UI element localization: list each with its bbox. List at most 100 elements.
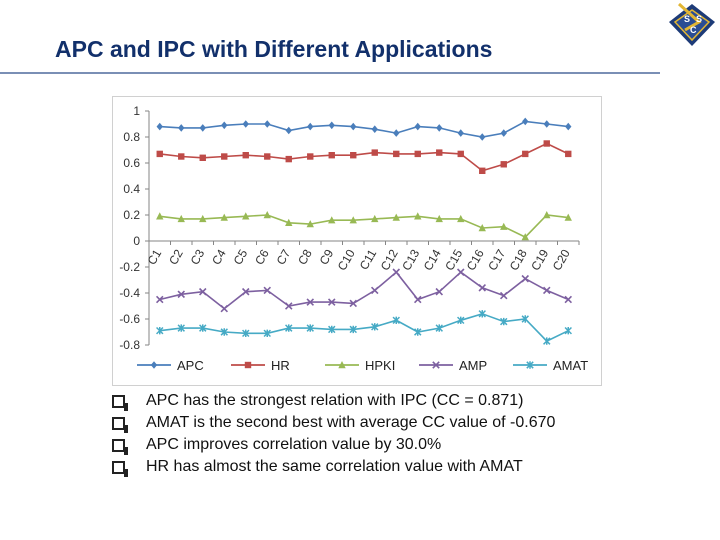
logo-letter: C [690, 25, 697, 35]
data-point [221, 121, 228, 130]
data-point [220, 328, 228, 336]
x-tick-label: C16 [464, 247, 487, 273]
data-point [178, 153, 185, 160]
bullet-item: AMAT is the second best with average CC … [112, 412, 652, 434]
data-point [564, 326, 572, 335]
data-point [392, 213, 400, 221]
data-point [307, 153, 314, 160]
data-point [199, 154, 206, 161]
x-tick-label: C14 [421, 247, 444, 273]
data-point [500, 129, 507, 137]
correlation-chart: 1 0.8 0.6 0.4 0.2 0 -0.2 -0.4 -0.6 -0.8 C1 C2 C3 C4 C5… [112, 96, 602, 386]
x-tick-label: C9 [317, 247, 337, 268]
series-line [159, 142, 569, 172]
line-chart: 1 0.8 0.6 0.4 0.2 0 -0.2 -0.4 -0.6 -0.8 C1 C2 C3 C4 C5… [119, 104, 588, 373]
data-point [371, 149, 378, 156]
data-point [198, 287, 207, 296]
x-tick-label: C2 [166, 247, 186, 268]
data-point [285, 155, 292, 163]
data-point [156, 326, 164, 335]
data-point [543, 337, 551, 345]
bullet-box-icon [112, 417, 128, 433]
data-point [306, 220, 314, 228]
data-point [242, 212, 250, 220]
data-point [242, 120, 249, 128]
series-amp [155, 268, 573, 313]
data-point [526, 361, 534, 369]
data-point [263, 211, 271, 219]
data-point [264, 153, 271, 160]
data-point [370, 286, 379, 295]
data-point [242, 152, 249, 159]
x-tick-label: C8 [295, 247, 315, 268]
legend-item: AMAT [513, 358, 588, 373]
series-line [159, 312, 569, 343]
legend-label: HPKI [365, 358, 395, 373]
data-point [221, 153, 228, 160]
data-point [393, 150, 400, 158]
data-point [285, 218, 293, 226]
y-tick-label: 0 [133, 234, 140, 248]
data-point [457, 214, 465, 223]
data-point [435, 287, 444, 296]
legend-item: HR [231, 358, 290, 373]
title-underline [0, 72, 660, 74]
bullet-text: HR has almost the same correlation value… [146, 458, 523, 475]
y-tick-label: -0.6 [119, 312, 140, 326]
data-point [306, 324, 314, 332]
bullet-item: HR has almost the same correlation value… [112, 456, 652, 478]
data-point [436, 149, 443, 156]
data-point [263, 286, 272, 295]
data-point [156, 150, 163, 158]
data-point [263, 329, 271, 338]
data-point [156, 212, 164, 220]
x-tick-label: C20 [550, 247, 573, 273]
data-point [414, 212, 422, 220]
x-tick-label: C7 [274, 247, 294, 268]
series-hr [156, 140, 572, 174]
series-line [159, 271, 569, 310]
series-line [159, 214, 569, 239]
data-point [521, 233, 529, 241]
data-point [478, 310, 486, 318]
data-point [564, 213, 572, 221]
data-point [393, 129, 400, 137]
bullet-list: APC has the strongest relation with IPC … [112, 390, 652, 478]
data-point [178, 124, 185, 132]
logo-letter: S [696, 14, 702, 24]
data-point [478, 284, 487, 292]
y-tick-label: 0.8 [123, 130, 140, 144]
y-tick-label: 1 [133, 104, 140, 118]
series-hpki [156, 211, 572, 241]
data-point [457, 129, 464, 137]
data-point [284, 302, 293, 310]
y-tick-label: 0.6 [123, 156, 140, 170]
y-tick-label: -0.2 [119, 260, 140, 274]
data-point [478, 224, 486, 232]
x-tick-label: C3 [188, 247, 208, 268]
legend-label: APC [177, 358, 204, 373]
data-point [522, 117, 529, 126]
data-point [350, 122, 357, 131]
data-point [435, 214, 443, 223]
data-point [350, 152, 357, 159]
legend-item: APC [137, 358, 204, 373]
data-point [327, 298, 336, 306]
bullet-box-icon [112, 461, 128, 477]
legend-label: AMAT [553, 358, 588, 373]
bullet-text: APC has the strongest relation with IPC … [146, 392, 524, 409]
data-point [414, 328, 422, 336]
data-point [306, 298, 315, 306]
x-tick-label: C1 [145, 247, 165, 268]
data-point [199, 124, 206, 132]
data-point [436, 124, 443, 132]
data-point [521, 315, 529, 323]
series-line [159, 120, 569, 138]
x-tick-label: C10 [335, 247, 358, 273]
data-point [155, 295, 164, 304]
y-tick-label: 0.2 [123, 208, 140, 222]
data-point [156, 122, 163, 131]
data-point [328, 325, 336, 334]
data-point [328, 152, 335, 159]
data-point [414, 122, 421, 131]
